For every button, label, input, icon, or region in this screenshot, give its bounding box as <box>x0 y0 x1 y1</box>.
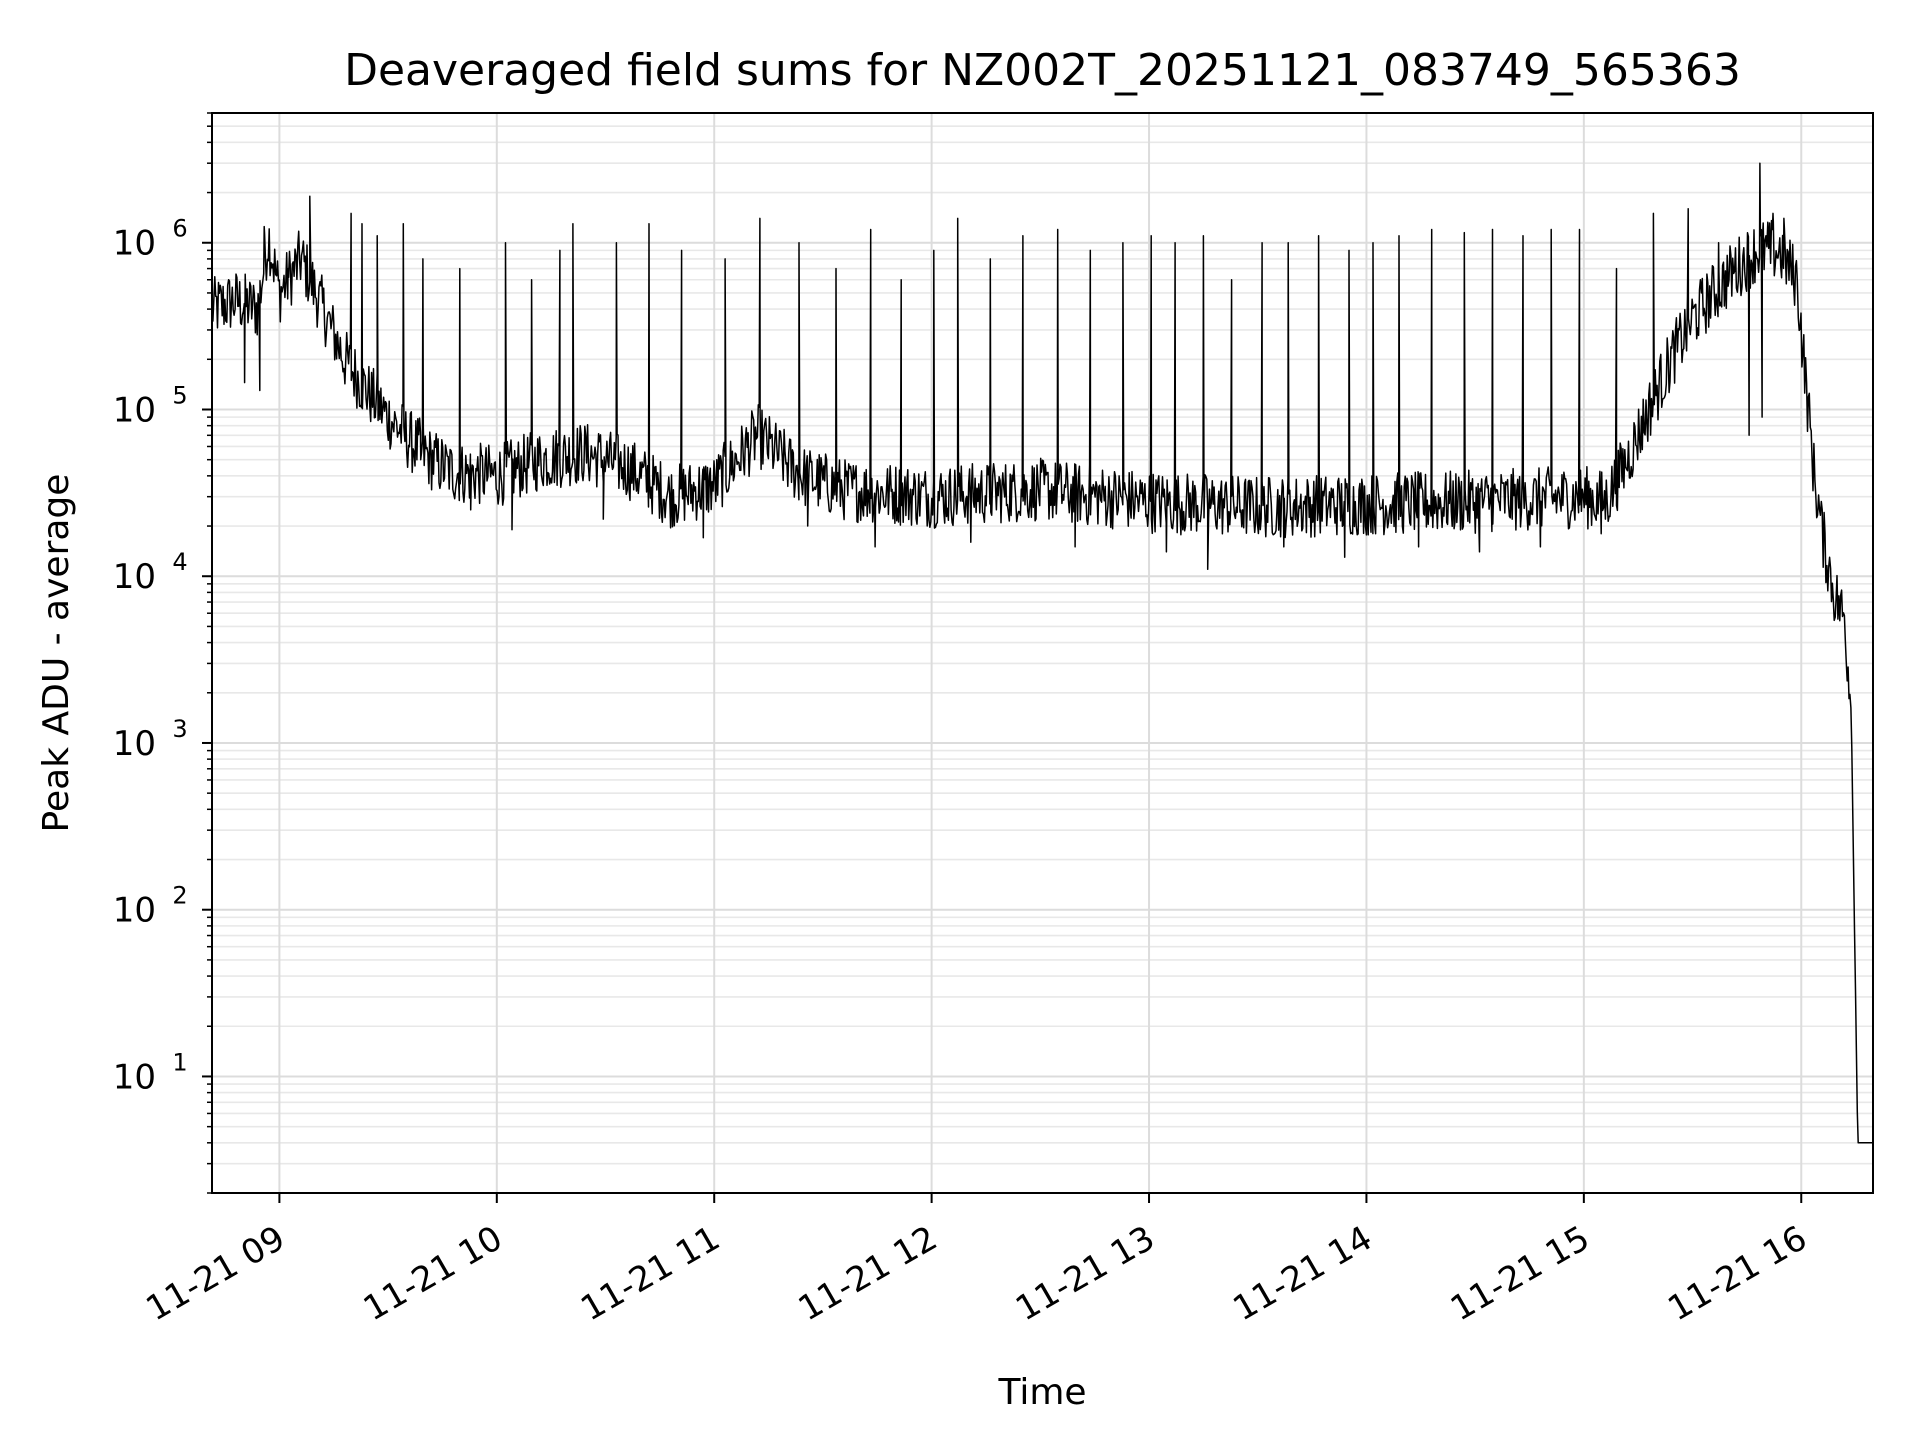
y-tick-label: 10 <box>113 390 156 430</box>
y-tick-exponent: 6 <box>172 215 187 243</box>
series-layer <box>211 162 1873 1144</box>
y-tick-exponent: 3 <box>172 715 187 743</box>
y-tick-label: 10 <box>113 724 156 764</box>
y-tick-exponent: 2 <box>172 882 187 910</box>
plot-area-frame <box>211 112 1874 1194</box>
y-tick-exponent: 1 <box>172 1048 187 1076</box>
x-axis-label: Time <box>997 1372 1086 1413</box>
y-tick-label: 10 <box>113 891 156 931</box>
y-tick-exponent: 4 <box>172 548 187 576</box>
y-tick-exponent: 5 <box>172 381 187 409</box>
y-tick-label: 10 <box>113 224 156 264</box>
y-tick-label: 10 <box>113 1057 156 1097</box>
y-axis-label: Peak ADU - average <box>36 474 77 833</box>
series-line <box>211 162 1873 1144</box>
chart-title: Deaveraged field sums for NZ002T_2025112… <box>344 45 1741 96</box>
y-tick-label: 10 <box>113 557 156 597</box>
